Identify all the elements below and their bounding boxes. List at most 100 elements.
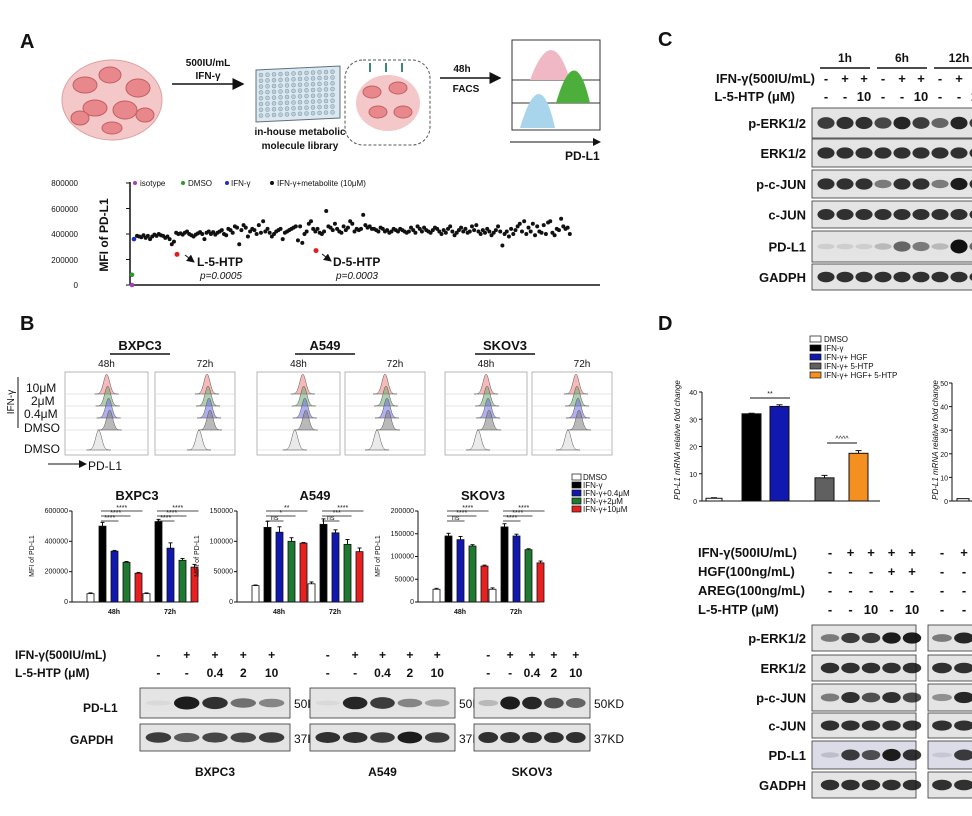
band [954,779,972,791]
bar [500,526,509,603]
plate-well [297,99,303,105]
band [874,147,892,159]
band [500,732,520,743]
bar [343,543,352,603]
metabolite-point [533,233,538,238]
band [969,242,972,251]
plate-well [330,86,335,92]
plate-well [323,75,329,81]
band [544,732,564,743]
plate-well [278,77,283,83]
y-axis-label: MFI of PD-L1 [97,198,111,272]
ifn-sign: + [434,648,441,662]
plate-well [265,84,270,89]
treatment-sign: - [848,564,852,579]
plate-well [317,110,322,116]
legend-item: IFN-γ+0.4μM [583,489,630,498]
metabolite-point [200,232,205,236]
band [882,692,901,703]
bar [956,498,970,502]
metabolite-point [202,237,207,242]
metabolite-point [167,237,172,242]
legend-item: isotype [140,179,166,188]
plate-well [297,111,303,117]
treatment-sign: + [847,545,855,560]
mrna-bar-chart: PD-L1 mRNA relative fold change 403020100… [673,335,972,506]
bar [331,532,340,603]
histogram-peak [195,385,221,407]
panel-label-b: B [20,313,34,335]
plate-well [304,105,309,110]
plate-well [330,110,335,115]
histogram-peak [375,409,401,431]
y-axis-label: MFI of PD-L1 [29,535,36,577]
plate-well [297,105,303,111]
histogram-peak [373,385,399,407]
band [145,732,172,743]
y-axis-label: MFI of PD-L1 [375,535,382,577]
metabolite-point [448,224,453,229]
ifn-sign: + [917,71,925,86]
band [841,632,860,644]
bar-chart-bxpc3: BXPC3 MFI of PD-L1 600000 400000 200000 0 48h *… [29,488,199,616]
treatment-sign: - [869,583,873,598]
legend-swatch [571,481,582,489]
x-tick: 48h [454,609,466,616]
plate-well [271,72,277,77]
treatment-sign: + [888,545,896,560]
metabolite-point [267,230,272,235]
ifn-sign: + [240,648,247,662]
band [912,178,930,190]
plate-well [304,82,309,87]
band [173,696,200,710]
blot-pd-l1-2 [927,740,972,770]
plate-well [271,89,277,95]
metabolite-point [565,225,570,230]
band [861,632,881,644]
y-tick: 0 [693,499,697,506]
metabolite-point [230,230,235,235]
bar [319,523,328,603]
plate-well [317,93,322,98]
metabolite-point [493,228,498,233]
plate-well [278,83,283,88]
band [950,177,968,191]
ifn-sign: + [898,71,906,86]
metabolite-point [258,230,263,235]
plate-well [265,113,270,118]
y-tick: 100000 [210,538,233,545]
band [861,720,881,731]
metabolite-point [500,243,505,248]
ifn-sign: + [955,71,963,86]
treatment-name: IFN-γ [196,71,221,82]
y-tick: 30 [940,428,948,435]
band [258,732,285,743]
panel-label-d: D [658,313,672,335]
y-axis-label: MFI of PD-L1 [194,535,201,577]
band [841,779,860,791]
time-label: 72h [574,359,591,370]
band [969,179,972,189]
treatment-sign: 10 [864,602,878,617]
y-tick: 800000 [51,179,78,188]
plate-well [304,88,309,93]
plate-well [310,76,316,81]
ifn-sign: + [550,648,557,662]
cell-line-label: BXPC3 [195,765,235,779]
band [950,271,968,283]
metabolite-point [530,221,535,226]
significance-label: **** [512,510,523,517]
plate-well [258,90,264,95]
plate-well [284,77,290,82]
plate-well [323,104,329,110]
legend-item: DMSO [583,473,607,482]
protein-label: p-ERK1/2 [748,116,806,131]
plate-well [278,71,283,77]
band [820,752,840,758]
band [522,696,542,710]
band [893,271,911,283]
bar [488,588,497,603]
treatment-dose: 500IU/mL [186,58,230,69]
